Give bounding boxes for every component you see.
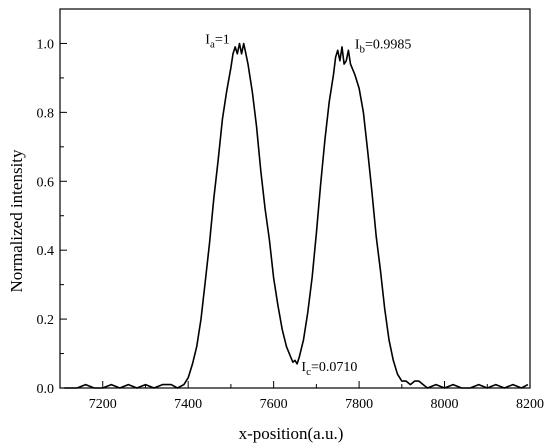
peak-annotation: Ib=0.9985	[355, 38, 412, 56]
peak-annotation: Ia=1	[205, 32, 229, 50]
x-axis-title: x-position(a.u.)	[239, 424, 344, 443]
x-tick-label: 7800	[345, 397, 373, 412]
y-tick-label: 0.8	[37, 106, 55, 121]
peak-annotation: Ic=0.0710	[301, 360, 357, 378]
y-tick-label: 0.6	[37, 175, 55, 190]
y-axis-title: Normalized intensity	[7, 149, 26, 293]
plot-frame	[59, 8, 531, 389]
x-tick-label: 8000	[431, 397, 459, 412]
x-tick-label: 7200	[89, 397, 117, 412]
x-tick-label: 8200	[516, 397, 544, 412]
y-tick-label: 0.2	[37, 313, 55, 328]
y-tick-label: 0.4	[37, 244, 55, 259]
series-layer	[64, 42, 529, 389]
y-tick-label: 0.0	[37, 382, 55, 397]
x-tick-label: 7400	[174, 397, 202, 412]
intensity-line	[64, 42, 529, 389]
y-tick-label: 1.0	[37, 37, 55, 52]
annotations: Ia=1 Ib=0.9985 Ic=0.0710	[205, 32, 411, 377]
y-axis-ticks: 0.0 0.2 0.4 0.6 0.8 1.0	[37, 8, 67, 397]
x-tick-label: 7600	[260, 397, 288, 412]
x-axis-ticks: 7200 7400 7600 7800 8000 8200	[89, 381, 544, 412]
plot-border	[59, 8, 531, 389]
